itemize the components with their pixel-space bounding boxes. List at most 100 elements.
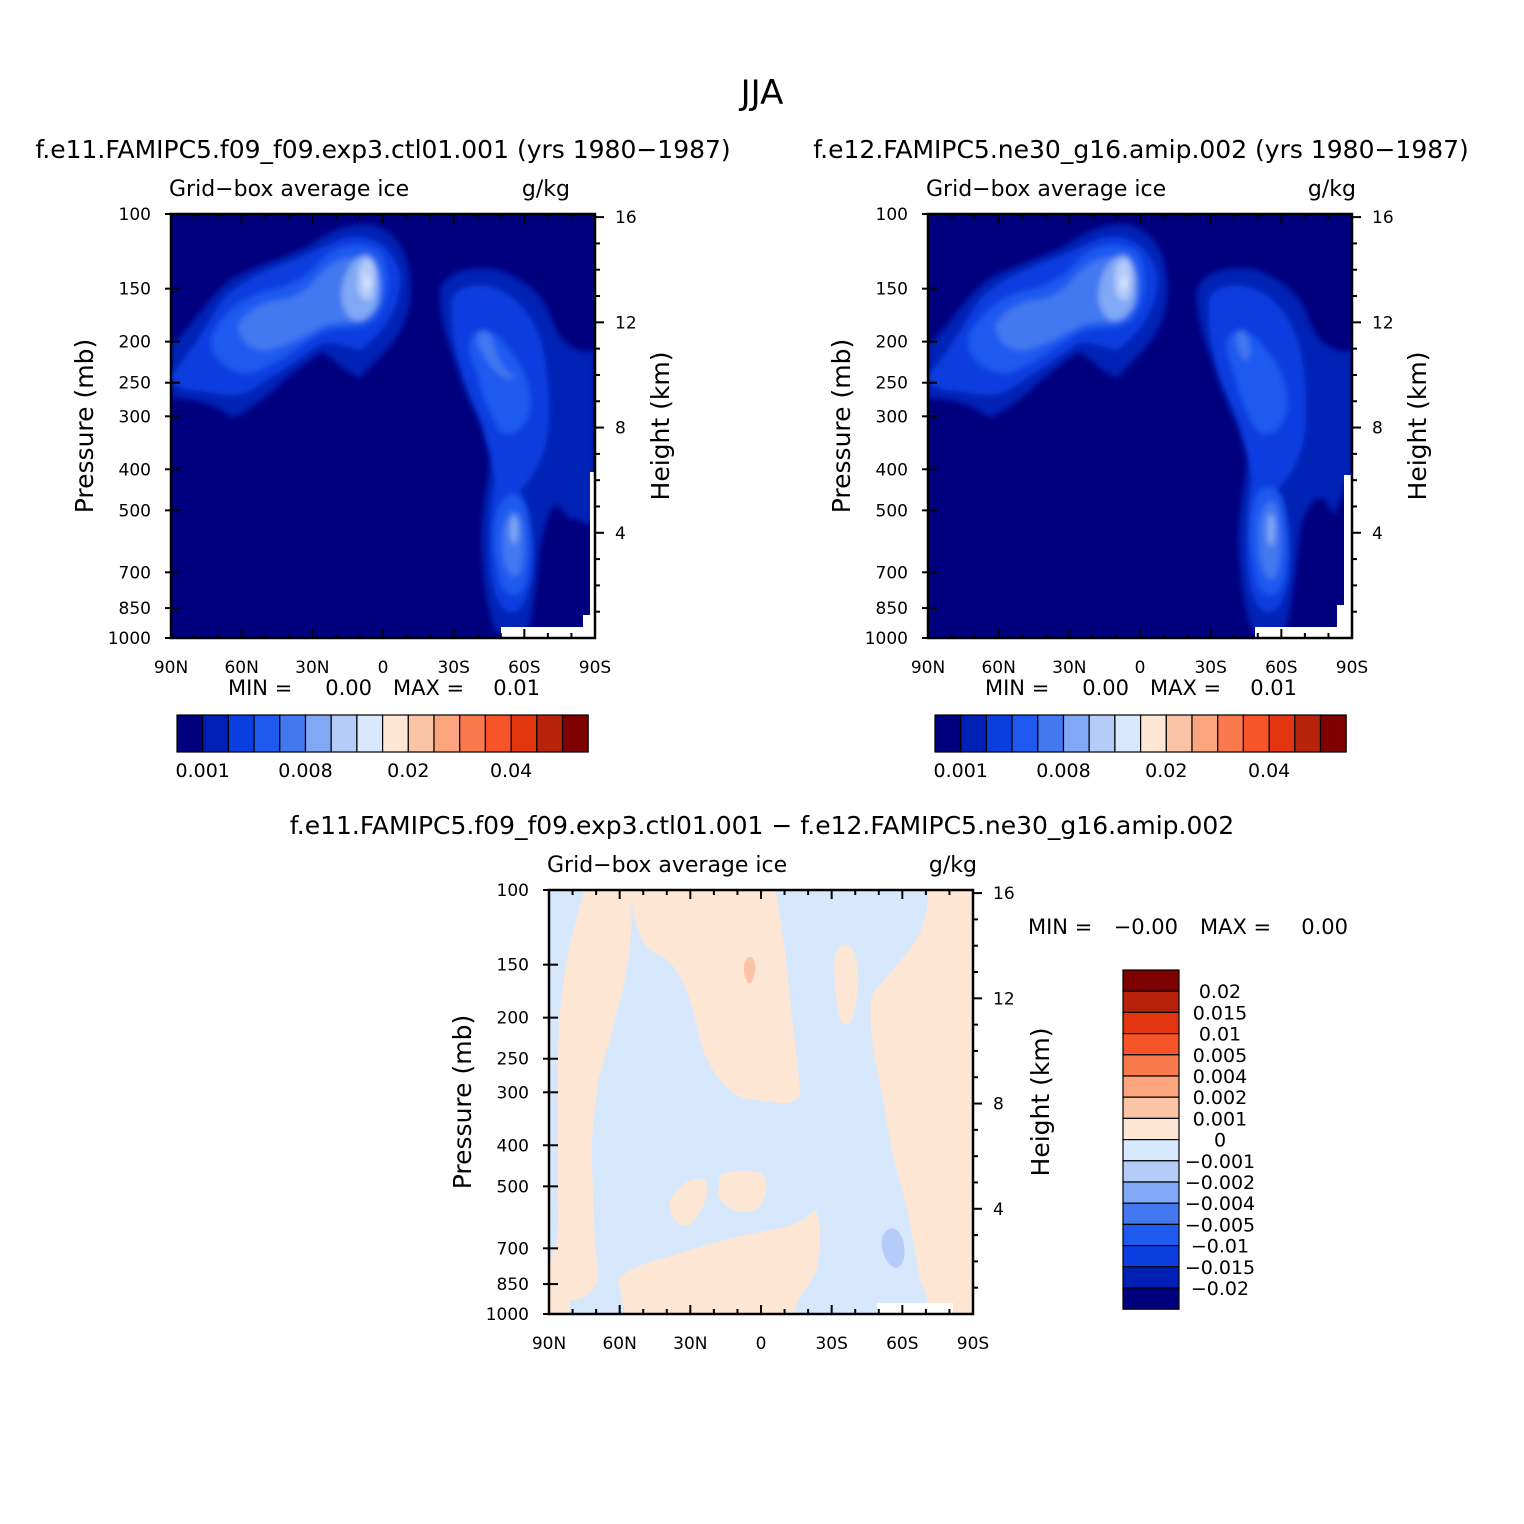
colorbar-swatch [330,714,358,753]
y-tick-label: 300 [876,407,908,427]
y2-tick-label: 16 [993,884,1015,904]
panel-2-y2label: Height (km) [1403,352,1432,501]
panel-3: f.e11.FAMIPC5.f09_f09.exp3.ctl01.001 − f… [290,811,1348,1354]
x-tick-label: 90N [154,658,188,678]
x-tick-label: 30N [295,658,329,678]
colorbar-swatch [1122,969,1180,992]
panel-3-axes: 90N 60N 30N 0 30S 60S 90S 100 150 200 250 300 400 500… [486,881,1015,1354]
colorbar-label: −0.01 [1191,1236,1249,1258]
colorbar-label: 0.005 [1193,1045,1247,1067]
colorbar-label: −0.001 [1185,1151,1255,1173]
x-tick-label: 60N [224,658,258,678]
y-tick-label: 300 [497,1083,529,1103]
y2-tick-label: 8 [993,1095,1004,1115]
colorbar-swatch [1217,714,1244,753]
colorbar-label: −0.005 [1185,1214,1255,1236]
y-tick-label: 1000 [486,1305,529,1325]
colorbar-swatch [1122,990,1180,1014]
y-tick-label: 850 [119,599,151,619]
y-tick-label: 300 [119,407,151,427]
y-tick-label: 100 [876,205,908,225]
panel-3-max-label: MAX = [1200,915,1271,939]
y-tick-label: 500 [119,501,151,521]
y-tick-label: 200 [119,333,151,353]
panel-2-min-label: MIN = [985,676,1049,700]
colorbar-swatch [1122,1223,1180,1247]
colorbar-label: 0.02 [1199,981,1241,1003]
panel-2-subtitle-left: Grid−box average ice [926,177,1166,202]
panel-3-min-label: MIN = [1028,915,1092,939]
colorbar-swatch [356,714,384,753]
y-tick-label: 500 [876,501,908,521]
colorbar-label: 0.002 [1193,1087,1247,1109]
panel-3-title: f.e11.FAMIPC5.f09_f09.exp3.ctl01.001 − f… [290,811,1234,840]
y2-tick-label: 12 [1372,313,1394,333]
colorbar-swatch [1122,1160,1180,1183]
colorbar-label: 0.001 [175,760,229,782]
y-tick-label: 250 [497,1050,529,1070]
y2-tick-label: 8 [1372,419,1383,439]
y-tick-label: 250 [876,374,908,394]
figure-title: JJA [739,73,784,113]
panel-3-missing-data [877,1303,953,1314]
y-tick-label: 1000 [865,629,908,649]
y-tick-label: 700 [119,563,151,583]
colorbar-swatch [1088,714,1116,753]
x-tick-label: 30S [815,1334,847,1354]
colorbar-swatch [1294,714,1322,753]
colorbar-swatch [1122,1244,1180,1268]
colorbar-label: 0.04 [1248,760,1290,782]
panel-3-ylabel: Pressure (mb) [448,1015,477,1189]
panel-2-colorbar: 0.001 0.008 0.02 0.04 [933,714,1347,782]
x-tick-label: 60S [508,658,540,678]
colorbar-label: 0.02 [1145,760,1187,782]
colorbar-label: 0.008 [278,760,332,782]
colorbar-swatch [1319,714,1347,753]
colorbar-swatch [510,714,538,753]
x-tick-label: 90N [532,1334,566,1354]
colorbar-swatch [1011,714,1039,753]
x-tick-label: 0 [756,1334,767,1354]
y-tick-label: 1000 [108,629,151,649]
colorbar-label: 0.02 [387,760,429,782]
y-tick-label: 250 [119,374,151,394]
y2-tick-label: 12 [993,989,1015,1009]
y2-tick-label: 12 [615,313,637,333]
colorbar-label: 0.001 [1193,1108,1247,1130]
colorbar-swatch [227,714,255,753]
colorbar-label: 0 [1214,1130,1226,1152]
panel-3-plot-area [549,890,973,1314]
x-tick-label: 30S [1194,658,1226,678]
y-tick-label: 200 [497,1009,529,1029]
y2-tick-label: 16 [1372,208,1394,228]
y2-tick-label: 4 [1372,524,1383,544]
panel-1-plot-area [171,214,595,638]
colorbar-swatch [985,714,1013,753]
y-tick-label: 400 [497,1136,529,1156]
colorbar-swatch [1191,714,1219,753]
y-tick-label: 100 [119,205,151,225]
y2-tick-label: 4 [615,524,626,544]
colorbar-swatch [1122,1011,1180,1035]
panel-2-max-value: 0.01 [1250,676,1297,700]
panel-3-subtitle-right: g/kg [929,853,977,878]
x-tick-label: 60S [1265,658,1297,678]
colorbar-label: −0.002 [1185,1172,1255,1194]
panel-1-subtitle-right: g/kg [522,177,570,202]
panel-3-min-value: −0.00 [1114,915,1178,939]
panel-3-y2label: Height (km) [1026,1028,1055,1177]
colorbar-swatch [459,714,487,753]
panel-2-missing-data [1255,475,1352,638]
panel-1-ylabel: Pressure (mb) [70,339,99,513]
colorbar-swatch [561,714,589,753]
colorbar-label: 0.01 [1199,1024,1241,1046]
panel-2: f.e12.FAMIPC5.ne30_g16.amip.002 (yrs 198… [813,135,1469,782]
x-tick-label: 0 [1135,658,1146,678]
colorbar-swatch [934,714,962,753]
colorbar-label: 0.015 [1193,1002,1247,1024]
x-tick-label: 30S [437,658,469,678]
y2-tick-label: 8 [615,419,626,439]
colorbar-swatch [1122,1287,1180,1310]
